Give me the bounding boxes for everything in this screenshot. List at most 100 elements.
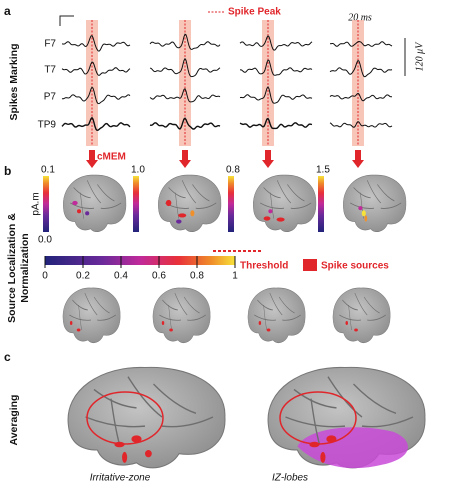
source-blob — [69, 321, 73, 325]
sulcus — [78, 304, 82, 331]
sulcus — [168, 304, 172, 331]
source-blob — [320, 451, 326, 463]
legend-text: Spike Peak — [228, 7, 281, 18]
sulcus — [97, 314, 116, 321]
sulcus — [270, 192, 275, 219]
sulcus — [293, 388, 337, 409]
brain — [63, 174, 127, 232]
row-title: Averaging — [8, 395, 20, 446]
source-blob — [178, 213, 187, 218]
sulcus — [72, 299, 88, 311]
sulcus — [366, 180, 381, 204]
sulcus — [127, 376, 163, 418]
panel-label: a — [4, 4, 11, 18]
sulcus — [287, 184, 305, 202]
source-blob — [122, 451, 128, 463]
brain-surface — [62, 287, 121, 344]
brain — [158, 174, 222, 232]
caption: IZ-lobes — [272, 473, 308, 484]
eeg-trace — [329, 40, 393, 47]
sulcus — [367, 314, 386, 321]
brain-surface — [152, 287, 211, 344]
sulcus — [354, 292, 368, 316]
sulcus — [84, 292, 98, 316]
channel-label: F7 — [44, 39, 56, 50]
brain — [67, 366, 226, 469]
eeg-trace — [239, 35, 313, 51]
colorbar — [45, 256, 235, 265]
sulcus — [181, 180, 196, 204]
sulcus — [187, 314, 206, 321]
sulcus — [86, 180, 101, 204]
eeg-trace — [329, 92, 393, 102]
mini-colorbar — [318, 176, 324, 232]
eeg-trace — [149, 88, 221, 103]
source-blob — [326, 435, 337, 443]
sulcus — [257, 299, 273, 311]
brain-surface — [343, 174, 407, 232]
source-blob — [361, 210, 366, 217]
panel-label: b — [4, 164, 11, 178]
source-blob — [72, 200, 78, 206]
sulcus — [278, 296, 295, 314]
source-blob — [165, 199, 172, 207]
sulcus — [93, 388, 137, 409]
eeg-trace — [61, 61, 131, 76]
sulcus — [353, 383, 397, 415]
row-title: Spikes Marking — [8, 43, 20, 120]
time-scale: 20 ms — [348, 12, 372, 23]
sulcus — [263, 187, 281, 199]
sulcus — [162, 299, 178, 311]
mini-colorbar — [43, 176, 49, 232]
row-title: Normalization — [19, 233, 31, 302]
source-blob — [176, 219, 182, 224]
brain — [247, 287, 306, 344]
sulcus — [361, 416, 414, 428]
brain-surface — [63, 174, 127, 232]
sulcus — [73, 187, 91, 199]
channel-label: P7 — [44, 92, 57, 103]
caption: Irritative-zone — [90, 473, 151, 484]
brain — [152, 287, 211, 344]
sulcus — [342, 299, 358, 311]
sulcus — [168, 187, 186, 199]
iz-outline — [86, 391, 164, 445]
source-blob — [266, 328, 271, 332]
source-blob — [77, 209, 82, 214]
channel-label: T7 — [44, 65, 56, 76]
arrow — [86, 150, 98, 168]
colorbar-min: 0.0 — [38, 235, 52, 246]
brain — [253, 174, 317, 232]
sulcus — [80, 192, 85, 219]
sulcus — [183, 296, 200, 314]
brain — [332, 287, 391, 344]
eeg-trace — [239, 117, 313, 130]
colorbar-tick-label: 0.6 — [152, 271, 166, 282]
sulcus — [310, 398, 321, 445]
brain — [62, 287, 121, 344]
channel-label: TP9 — [38, 120, 57, 131]
eeg-trace — [61, 116, 131, 132]
eeg-trace — [149, 33, 221, 50]
sulcus — [290, 202, 312, 209]
source-blob — [276, 217, 285, 222]
source-blob — [263, 216, 271, 221]
colorbar-tick-label: 0.4 — [114, 271, 128, 282]
colorbar-tick-label: 0 — [42, 271, 48, 282]
sulcus — [175, 192, 180, 219]
source-blob — [354, 328, 358, 332]
source-label: Spike sources — [321, 261, 389, 272]
colorbar-unit: pA.m — [31, 192, 42, 215]
colorbar-max: 0.1 — [41, 165, 55, 176]
colorbar-tick-label: 0.2 — [76, 271, 90, 282]
sulcus — [195, 202, 217, 209]
arrow — [179, 150, 191, 168]
source-swatch — [303, 259, 317, 271]
brain-surface — [158, 174, 222, 232]
source-blob — [268, 209, 273, 214]
sulcus — [161, 416, 214, 428]
sulcus — [153, 383, 197, 415]
mini-colorbar — [133, 176, 139, 232]
colorbar-max: 1.5 — [316, 165, 330, 176]
